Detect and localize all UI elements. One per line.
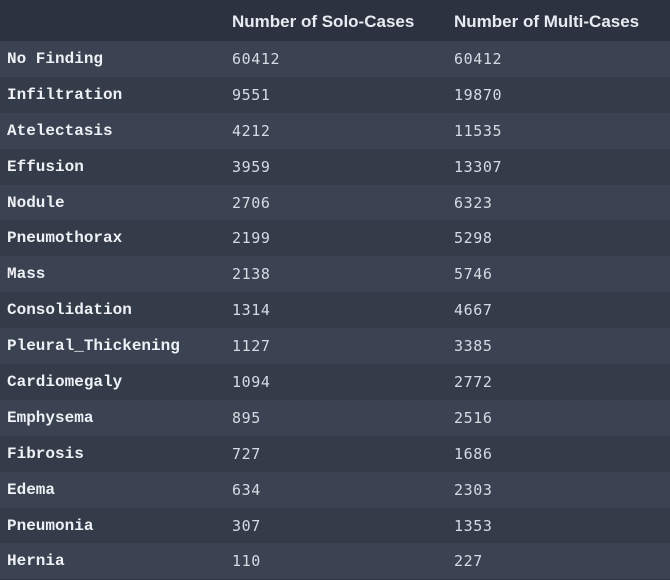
row-label: Edema <box>7 480 56 499</box>
multi-count: 4667 <box>454 301 493 320</box>
row-label: No Finding <box>7 50 104 68</box>
table-row: Infiltration 9551 19870 <box>0 76 670 113</box>
header-multi-cases: Number of Multi-Cases <box>454 12 640 31</box>
multi-count: 1686 <box>454 444 493 463</box>
row-label: Hernia <box>7 552 65 571</box>
row-label: Fibrosis <box>7 444 84 463</box>
solo-count: 2706 <box>232 193 271 212</box>
multi-count: 13307 <box>454 157 503 176</box>
table-row: Pleural_Thickening 1127 3385 <box>0 328 670 365</box>
multi-count: 19870 <box>454 85 503 104</box>
table-row: Mass 2138 5746 <box>0 256 670 293</box>
multi-count: 6323 <box>454 193 493 212</box>
table-row: No Finding 60412 60412 <box>0 41 670 77</box>
solo-count: 2138 <box>232 265 271 284</box>
table-row: Edema 634 2303 <box>0 471 670 508</box>
row-label: Consolidation <box>7 301 132 320</box>
solo-count: 4212 <box>232 121 271 140</box>
table-row: Hernia 110 227 <box>0 543 670 580</box>
multi-count: 11535 <box>454 121 503 140</box>
multi-count: 227 <box>454 552 483 571</box>
multi-count: 2772 <box>454 373 493 392</box>
table-row: Effusion 3959 13307 <box>0 148 670 185</box>
multi-count: 2303 <box>454 480 493 499</box>
table-row: Fibrosis 727 1686 <box>0 435 670 472</box>
table-row: Pneumonia 307 1353 <box>0 507 670 544</box>
table-body: No Finding 60412 60412 Infiltration 9551… <box>0 41 670 580</box>
multi-count: 3385 <box>454 337 493 356</box>
solo-count: 3959 <box>232 157 271 176</box>
table-row: Cardiomegaly 1094 2772 <box>0 364 670 400</box>
row-label: Pneumonia <box>7 516 94 535</box>
row-label: Pneumothorax <box>7 229 123 248</box>
row-label: Infiltration <box>7 85 123 104</box>
multi-count: 5298 <box>454 229 493 248</box>
multi-count: 2516 <box>454 408 493 427</box>
table-row: Atelectasis 4212 11535 <box>0 112 670 149</box>
solo-count: 60412 <box>232 50 281 68</box>
solo-count: 634 <box>232 480 261 499</box>
table-header: Number of Solo-Cases Number of Multi-Cas… <box>0 0 670 41</box>
multi-count: 5746 <box>454 265 493 284</box>
solo-count: 1094 <box>232 373 271 392</box>
multi-count: 60412 <box>454 50 503 68</box>
row-label: Cardiomegaly <box>7 373 123 392</box>
multi-count: 1353 <box>454 516 493 535</box>
row-label: Nodule <box>7 193 65 212</box>
solo-count: 2199 <box>232 229 271 248</box>
header-solo-cases: Number of Solo-Cases <box>232 12 415 31</box>
solo-count: 895 <box>232 408 261 427</box>
row-label: Atelectasis <box>7 121 113 140</box>
row-label: Effusion <box>7 157 84 176</box>
table-row: Pneumothorax 2199 5298 <box>0 220 670 257</box>
table-row: Nodule 2706 6323 <box>0 184 670 221</box>
table-row: Consolidation 1314 4667 <box>0 292 670 329</box>
solo-count: 1127 <box>232 337 271 356</box>
solo-count: 9551 <box>232 85 271 104</box>
solo-count: 307 <box>232 516 261 535</box>
row-label: Pleural_Thickening <box>7 337 180 356</box>
solo-count: 110 <box>232 552 261 571</box>
solo-count: 1314 <box>232 301 271 320</box>
table-row: Emphysema 895 2516 <box>0 399 670 436</box>
row-label: Emphysema <box>7 408 94 427</box>
solo-count: 727 <box>232 444 261 463</box>
row-label: Mass <box>7 265 46 284</box>
